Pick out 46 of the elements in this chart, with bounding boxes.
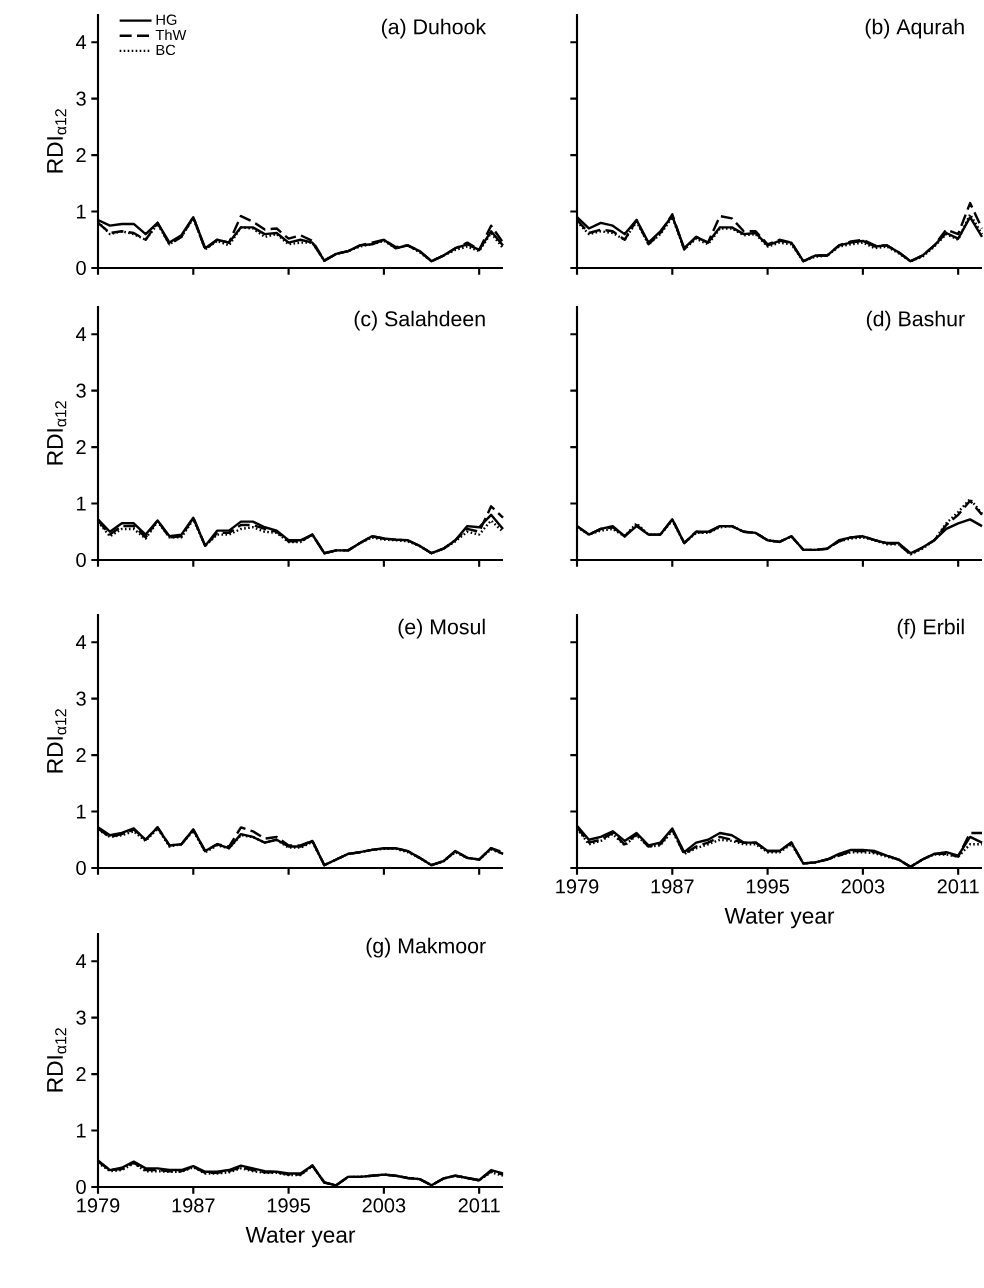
x-tick-label: 1979 xyxy=(77,1198,120,1213)
x-tick-label: 1995 xyxy=(267,1198,310,1213)
y-tick-label: 0 xyxy=(76,552,86,568)
y-tick-label: 4 xyxy=(75,635,86,650)
legend-label: BC xyxy=(156,44,176,56)
y-tick-label: 2 xyxy=(76,440,86,455)
chart-title: (c) Salahdeen xyxy=(354,310,485,331)
chart-title: (d) Bashur xyxy=(866,310,965,331)
y-tick-label: 4 xyxy=(75,35,86,50)
y-tick-label: 4 xyxy=(75,954,86,969)
x-tick-label: 2011 xyxy=(937,879,979,894)
y-tick-label: 0 xyxy=(76,260,86,276)
y-tick-label: 3 xyxy=(76,91,86,106)
x-tick-label: 1987 xyxy=(651,879,694,894)
x-tick-label: 1995 xyxy=(746,879,789,894)
x-tick-label: 1979 xyxy=(556,879,599,894)
y-tick-label: 3 xyxy=(76,1010,86,1025)
x-tick-label: 2003 xyxy=(841,879,885,894)
y-tick-label: 3 xyxy=(76,383,86,398)
x-tick-label: 1987 xyxy=(172,1198,215,1213)
y-tick-label: 1 xyxy=(76,1123,86,1138)
y-tick-label: 1 xyxy=(76,204,86,219)
chart-title: (e) Mosul xyxy=(398,618,485,639)
x-tick-label: 2011 xyxy=(458,1198,500,1213)
chart-title: (f) Erbil xyxy=(897,618,964,639)
chart-title: (a) Duhook xyxy=(381,18,487,39)
chart-title: (g) Makmoor xyxy=(366,937,486,958)
y-tick-label: 4 xyxy=(75,327,86,342)
y-tick-label: 0 xyxy=(76,1179,86,1195)
y-tick-label: 2 xyxy=(76,748,86,763)
legend-label: HG xyxy=(156,14,177,25)
y-tick-label: 1 xyxy=(76,804,86,819)
y-tick-label: 3 xyxy=(76,691,86,706)
y-axis-title: RDI$_{α12}$ xyxy=(47,709,67,773)
y-axis-title: RDI$_{α12}$ xyxy=(47,401,67,465)
x-axis-title: Water year xyxy=(724,908,835,929)
x-tick-label: 2003 xyxy=(362,1198,406,1213)
y-tick-label: 0 xyxy=(76,860,86,876)
y-axis-title: RDI$_{α12}$ xyxy=(47,1028,67,1092)
y-axis-title: RDI$_{α12}$ xyxy=(47,109,67,173)
y-tick-label: 2 xyxy=(76,148,86,163)
chart-title: (b) Aqurah xyxy=(865,18,964,39)
y-tick-label: 1 xyxy=(76,496,86,511)
y-tick-label: 2 xyxy=(76,1067,86,1082)
x-axis-title: Water year xyxy=(245,1227,356,1248)
legend-label: ThW xyxy=(155,29,187,41)
